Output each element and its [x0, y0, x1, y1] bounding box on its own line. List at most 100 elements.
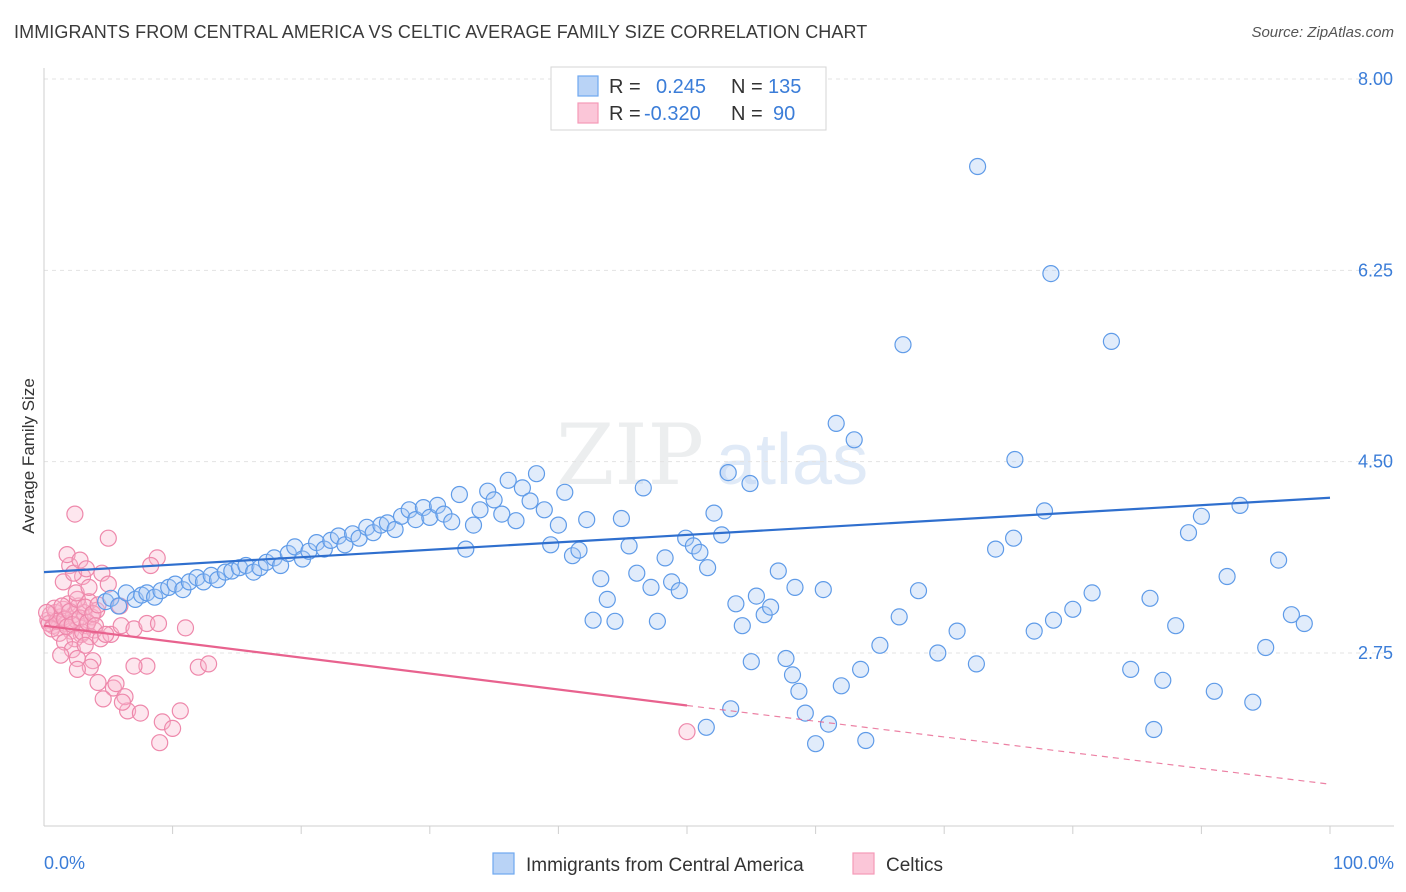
data-point [691, 543, 709, 562]
y-tick-label: 6.25 [1358, 260, 1393, 280]
data-point [890, 608, 908, 626]
legend-n-label-2: N = [731, 103, 763, 125]
data-point [819, 715, 838, 733]
data-point [628, 564, 646, 582]
data-point [58, 545, 76, 564]
data-point [37, 603, 56, 622]
data-point [678, 723, 696, 741]
data-point [1035, 502, 1054, 520]
data-point [421, 508, 439, 527]
series-central-america-points [97, 157, 1313, 753]
data-point [89, 673, 107, 692]
data-point [189, 658, 207, 676]
data-point [697, 718, 715, 736]
data-point [612, 509, 631, 528]
data-point [656, 549, 674, 567]
watermark-zip: ZIP [556, 406, 704, 504]
data-point [176, 619, 195, 637]
data-point [1004, 529, 1023, 547]
data-point [827, 414, 845, 432]
bottom-legend-swatch-blue [492, 852, 515, 875]
data-point [1102, 332, 1121, 350]
data-point [1154, 671, 1172, 689]
data-point [66, 505, 84, 523]
data-point [81, 658, 99, 676]
data-point [542, 536, 560, 554]
data-point [783, 666, 802, 684]
legend-r-label-2: R = [609, 103, 641, 125]
data-point [790, 682, 808, 700]
data-point [948, 622, 966, 640]
data-point [1044, 611, 1063, 629]
data-point [1141, 589, 1159, 607]
data-point [806, 735, 825, 753]
data-point [149, 614, 168, 633]
data-point [705, 504, 723, 522]
data-point [315, 540, 333, 558]
data-point [857, 731, 875, 750]
data-point [493, 505, 511, 523]
legend-r-value-2: -0.320 [644, 103, 701, 125]
legend-n-value-2: 90 [773, 103, 795, 125]
data-point [967, 655, 986, 673]
source-label: Source: ZipAtlas.com [1251, 24, 1394, 41]
data-point [1042, 265, 1060, 283]
bottom-legend: Immigrants from Central America Celtics [492, 852, 943, 876]
data-point [871, 636, 889, 654]
data-point [107, 674, 125, 693]
data-point [747, 587, 766, 605]
data-point [606, 612, 624, 630]
chart-title: IMMIGRANTS FROM CENTRAL AMERICA VS CELTI… [14, 22, 868, 42]
data-point [1083, 584, 1101, 602]
data-point [832, 677, 850, 695]
trend-lines [43, 496, 1331, 785]
data-point [556, 483, 574, 501]
data-point [76, 636, 94, 654]
data-point [125, 657, 143, 675]
data-point [153, 713, 171, 731]
data-point [584, 611, 602, 629]
data-point [845, 431, 863, 449]
data-point [71, 551, 89, 569]
legend-swatch-blue [577, 75, 599, 97]
watermark-atlas: atlas [716, 420, 868, 500]
data-point [1064, 600, 1082, 618]
data-point [99, 529, 117, 547]
legend-box: R = 0.245 N = 135 R = -0.320 N = 90 [550, 66, 827, 131]
data-point [1231, 496, 1249, 514]
trend-line-celtics-extrapolated [686, 704, 1331, 785]
watermark: ZIP atlas [556, 406, 868, 504]
data-point [68, 660, 87, 679]
data-point [894, 336, 912, 354]
data-point [578, 510, 596, 529]
data-point [986, 540, 1005, 558]
trend-line-celtics [43, 624, 688, 707]
data-point [670, 582, 688, 600]
data-point [479, 482, 497, 500]
data-point [109, 597, 128, 615]
data-point [598, 590, 616, 609]
data-point [400, 501, 418, 519]
y-tick-labels: 2.75 4.50 6.25 8.00 [1358, 69, 1393, 663]
data-point [642, 578, 660, 597]
data-point [769, 562, 787, 580]
data-point [414, 499, 432, 517]
data-point [592, 570, 610, 588]
data-point [929, 644, 947, 662]
data-point [97, 592, 115, 611]
data-point [112, 617, 130, 635]
data-point [1167, 617, 1185, 635]
data-point [1122, 660, 1140, 679]
data-point [549, 516, 568, 534]
x-tick-labels: 0.0% 100.0% [44, 853, 1394, 873]
bottom-legend-label-celtics: Celtics [886, 855, 943, 876]
data-point [521, 492, 539, 510]
data-point [733, 617, 751, 635]
data-point [761, 598, 780, 616]
data-point [786, 578, 804, 597]
data-point [1025, 622, 1043, 640]
data-point [909, 582, 928, 600]
data-point [131, 704, 149, 722]
data-point [407, 510, 425, 529]
